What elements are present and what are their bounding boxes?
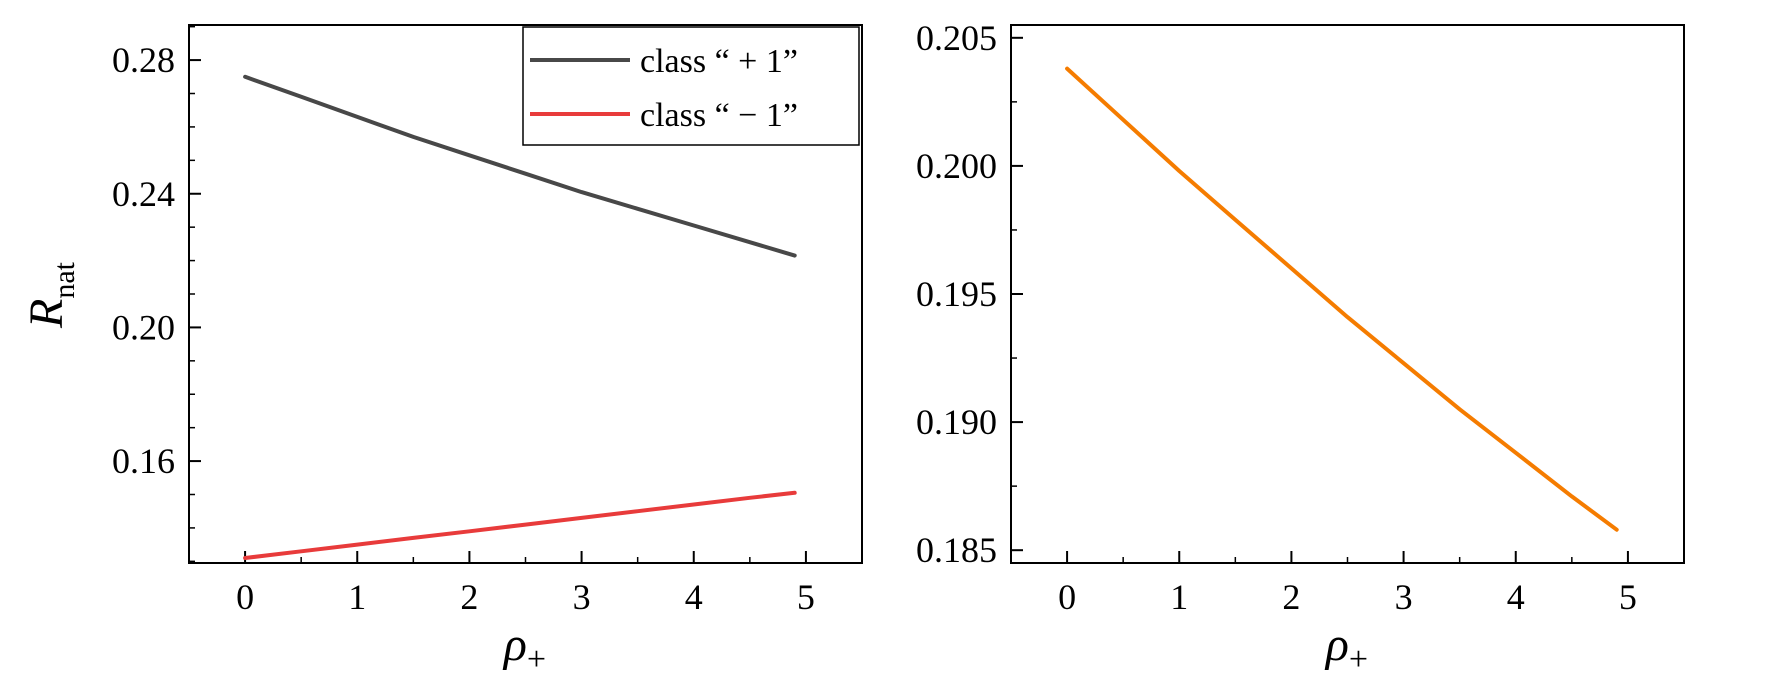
right-x-tick-label: 4 [1507, 577, 1525, 617]
right-x-tick-label: 3 [1395, 577, 1413, 617]
left-tick-group: 0 1 2 3 4 5 0.16 0.20 0.24 0.28 [112, 25, 863, 617]
right-y-tick-label: 0.195 [916, 274, 997, 314]
right-plot-frame [1010, 24, 1685, 564]
legend-label-class-plus-1: class “ + 1” [640, 43, 798, 80]
legend-box [522, 26, 860, 146]
right-chart-panel: 0 1 2 3 4 5 0.185 0.190 0.195 0.200 0.205 ρ+ [916, 18, 1685, 677]
right-y-tick-label: 0.185 [916, 530, 997, 570]
left-x-tick-label: 4 [685, 577, 703, 617]
right-y-tick-label: 0.200 [916, 146, 997, 186]
right-x-tick-label: 2 [1282, 577, 1300, 617]
right-x-tick-label: 5 [1619, 577, 1637, 617]
right-y-tick-label: 0.205 [916, 18, 997, 58]
left-x-tick-label: 3 [573, 577, 591, 617]
left-x-tick-label: 5 [797, 577, 815, 617]
left-series-group [243, 74, 797, 560]
left-x-tick-label: 1 [348, 577, 366, 617]
left-y-tick-label: 0.28 [112, 40, 175, 80]
right-tick-group: 0 1 2 3 4 5 0.185 0.190 0.195 0.200 0.205 [916, 18, 1685, 617]
left-chart-panel: 0 1 2 3 4 5 0.16 0.20 0.24 0.28 class “ + 1” clas… [20, 24, 863, 677]
right-y-tick-label: 0.190 [916, 402, 997, 442]
right-x-tick-label: 0 [1058, 577, 1076, 617]
left-y-axis-label: Rnat [20, 261, 81, 329]
left-x-axis-label: ρ+ [502, 618, 546, 677]
left-x-tick-label: 2 [460, 577, 478, 617]
left-y-tick-label: 0.24 [112, 174, 175, 214]
left-y-tick-label: 0.16 [112, 441, 175, 481]
left-x-tick-label: 0 [236, 577, 254, 617]
legend: class “ + 1” class “ − 1” [522, 26, 860, 146]
series-line-class-minus-1 [243, 490, 797, 560]
left-y-tick-label: 0.20 [112, 307, 175, 347]
right-x-tick-label: 1 [1170, 577, 1188, 617]
right-series-group [1065, 66, 1619, 532]
series-line-class-plus-1 [243, 74, 797, 258]
right-x-axis-label: ρ+ [1324, 618, 1368, 677]
legend-label-class-minus-1: class “ − 1” [640, 97, 798, 134]
right-series-line [1065, 66, 1619, 532]
